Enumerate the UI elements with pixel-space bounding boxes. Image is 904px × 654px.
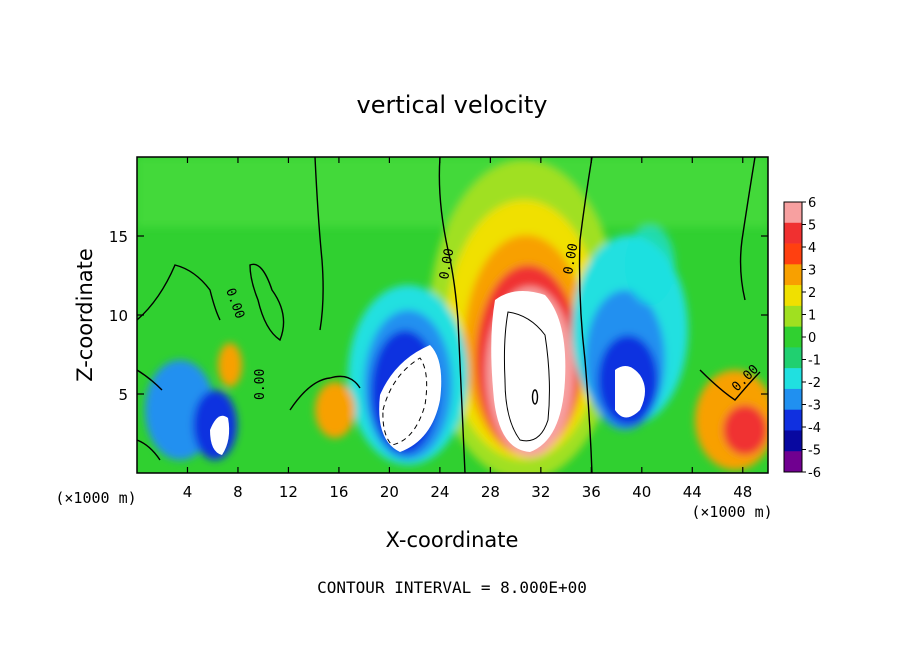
x-tick-label: 16 <box>329 483 348 501</box>
colorbar-swatch <box>784 347 802 369</box>
colorbar-swatch <box>784 430 802 452</box>
colorbar-swatch <box>784 409 802 431</box>
y-tick-label: 10 <box>109 307 128 325</box>
colorbar-label: 1 <box>808 309 816 324</box>
y-tick-label: 5 <box>118 386 128 404</box>
colorbar-swatch <box>784 326 802 348</box>
warm-patch-center <box>315 382 355 438</box>
cyan-swirl <box>625 225 675 305</box>
y-tick-label: 15 <box>109 228 128 246</box>
colorbar-label: -2 <box>808 376 821 391</box>
x-tick-label: 40 <box>632 483 651 501</box>
colorbar-label: -1 <box>808 354 821 369</box>
downdraft-right-core <box>615 366 645 418</box>
x-unit-label-left: (×1000 m) <box>55 489 136 507</box>
x-tick-label: 44 <box>683 483 702 501</box>
warm-patch-left <box>218 343 242 387</box>
x-tick-label: 8 <box>233 483 243 501</box>
colorbar-label: 4 <box>808 241 816 256</box>
warm-patch-right-core <box>723 405 767 455</box>
x-tick-label: 48 <box>733 483 752 501</box>
x-unit-label-right: (×1000 m) <box>691 503 772 521</box>
y-axis-label: Z-coordinate <box>73 248 97 382</box>
y-axis: 5 10 15 <box>109 228 768 404</box>
contour-interval: CONTOUR INTERVAL = 8.000E+00 <box>317 578 587 597</box>
updraft-core <box>491 291 566 452</box>
contour-label: 0.00 <box>253 369 268 400</box>
downdraft-left-core <box>379 345 442 452</box>
colorbar-swatch <box>784 285 802 307</box>
colorbar-swatch <box>784 222 802 244</box>
x-axis-label: X-coordinate <box>386 528 519 552</box>
x-tick-label: 12 <box>279 483 298 501</box>
colorbar-label: 2 <box>808 286 816 301</box>
x-tick-label: 36 <box>582 483 601 501</box>
contour-lines <box>137 157 761 473</box>
x-tick-label: 28 <box>481 483 500 501</box>
colorbar-label: 3 <box>808 264 816 279</box>
colorbar-label: 6 <box>808 196 816 211</box>
contour-label: 0.00 <box>437 247 457 280</box>
colorbar-label: -4 <box>808 421 821 436</box>
downdraft-far-left-core <box>210 415 230 455</box>
colorbar-label: 0 <box>808 331 816 346</box>
chart-title: vertical velocity <box>357 91 548 119</box>
colorbar-label: -5 <box>808 444 821 459</box>
x-tick-label: 4 <box>183 483 193 501</box>
x-tick-label: 24 <box>430 483 449 501</box>
x-tick-label: 20 <box>380 483 399 501</box>
colorbar-swatch <box>784 451 802 473</box>
colorbar-swatch <box>784 368 802 390</box>
colorbar-label: -6 <box>808 466 821 481</box>
heatmap-field: 0.00 0.00 0.00 0.00 0.00 <box>137 157 768 473</box>
contour-label: 0.00 <box>561 242 581 275</box>
colorbar-label: 5 <box>808 219 816 234</box>
colorbar-swatch <box>784 243 802 265</box>
colorbar: 6 5 4 3 2 1 0 -1 -2 -3 -4 -5 -6 <box>783 196 821 481</box>
x-axis: 4 8 12 16 20 24 28 32 36 40 44 48 <box>183 157 752 501</box>
colorbar-swatch <box>784 388 802 410</box>
colorbar-label: -3 <box>808 399 821 414</box>
colorbar-swatch <box>784 264 802 286</box>
x-tick-label: 32 <box>531 483 550 501</box>
colorbar-swatch <box>784 202 802 224</box>
colorbar-swatch <box>784 305 802 327</box>
